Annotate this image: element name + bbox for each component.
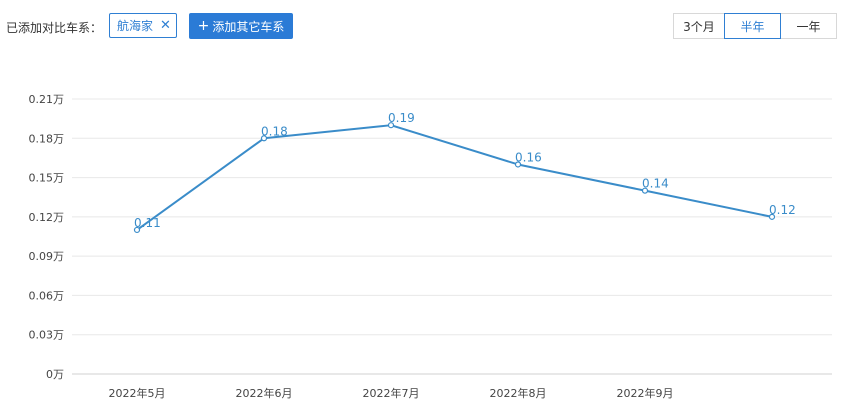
plus-icon: + [197, 18, 210, 34]
data-label: 0.16 [515, 150, 542, 164]
y-tick-label: 0万 [46, 368, 64, 381]
data-point [641, 187, 649, 194]
y-tick-label: 0.15万 [29, 172, 65, 185]
y-tick-label: 0.06万 [29, 289, 65, 302]
data-label: 0.14 [642, 177, 669, 191]
add-series-button[interactable]: + 添加其它车系 [189, 13, 293, 39]
x-tick-label: 2022年6月 [236, 386, 293, 400]
data-label: 0.18 [261, 124, 288, 138]
data-point [133, 226, 141, 234]
y-tick-label: 0.03万 [29, 329, 65, 342]
y-tick-label: 0.21万 [29, 93, 65, 106]
x-tick-label: 2022年9月 [617, 386, 674, 400]
y-tick-label: 0.18万 [29, 132, 65, 145]
data-label: 0.12 [769, 203, 796, 217]
data-label: 0.19 [388, 111, 415, 125]
comparison-toolbar: 已添加对比车系： 航海家 ✕ + 添加其它车系 3个月 半年 一年 [0, 11, 852, 41]
x-tick-label: 2022年5月 [109, 386, 166, 400]
series-tag-hanghaijia[interactable]: 航海家 ✕ [109, 13, 177, 38]
added-series-label: 已添加对比车系： [6, 21, 103, 35]
x-tick-label: 2022年8月 [490, 386, 547, 400]
data-point [514, 161, 522, 168]
data-point [387, 122, 395, 129]
time-range-selector: 3个月 半年 一年 [673, 13, 837, 39]
data-point [768, 213, 776, 220]
data-label: 0.11 [134, 216, 161, 230]
y-tick-label: 0.12万 [29, 211, 65, 224]
data-point [260, 135, 268, 142]
series-tag-label: 航海家 [117, 19, 154, 33]
range-one-year-button[interactable]: 一年 [780, 13, 837, 39]
x-tick-label: 2022年7月 [363, 386, 420, 400]
close-icon[interactable]: ✕ [160, 18, 171, 33]
range-half-year-button[interactable]: 半年 [724, 13, 781, 39]
series-line [136, 124, 773, 231]
add-series-label: 添加其它车系 [212, 19, 285, 34]
y-tick-label: 0.09万 [29, 250, 65, 263]
